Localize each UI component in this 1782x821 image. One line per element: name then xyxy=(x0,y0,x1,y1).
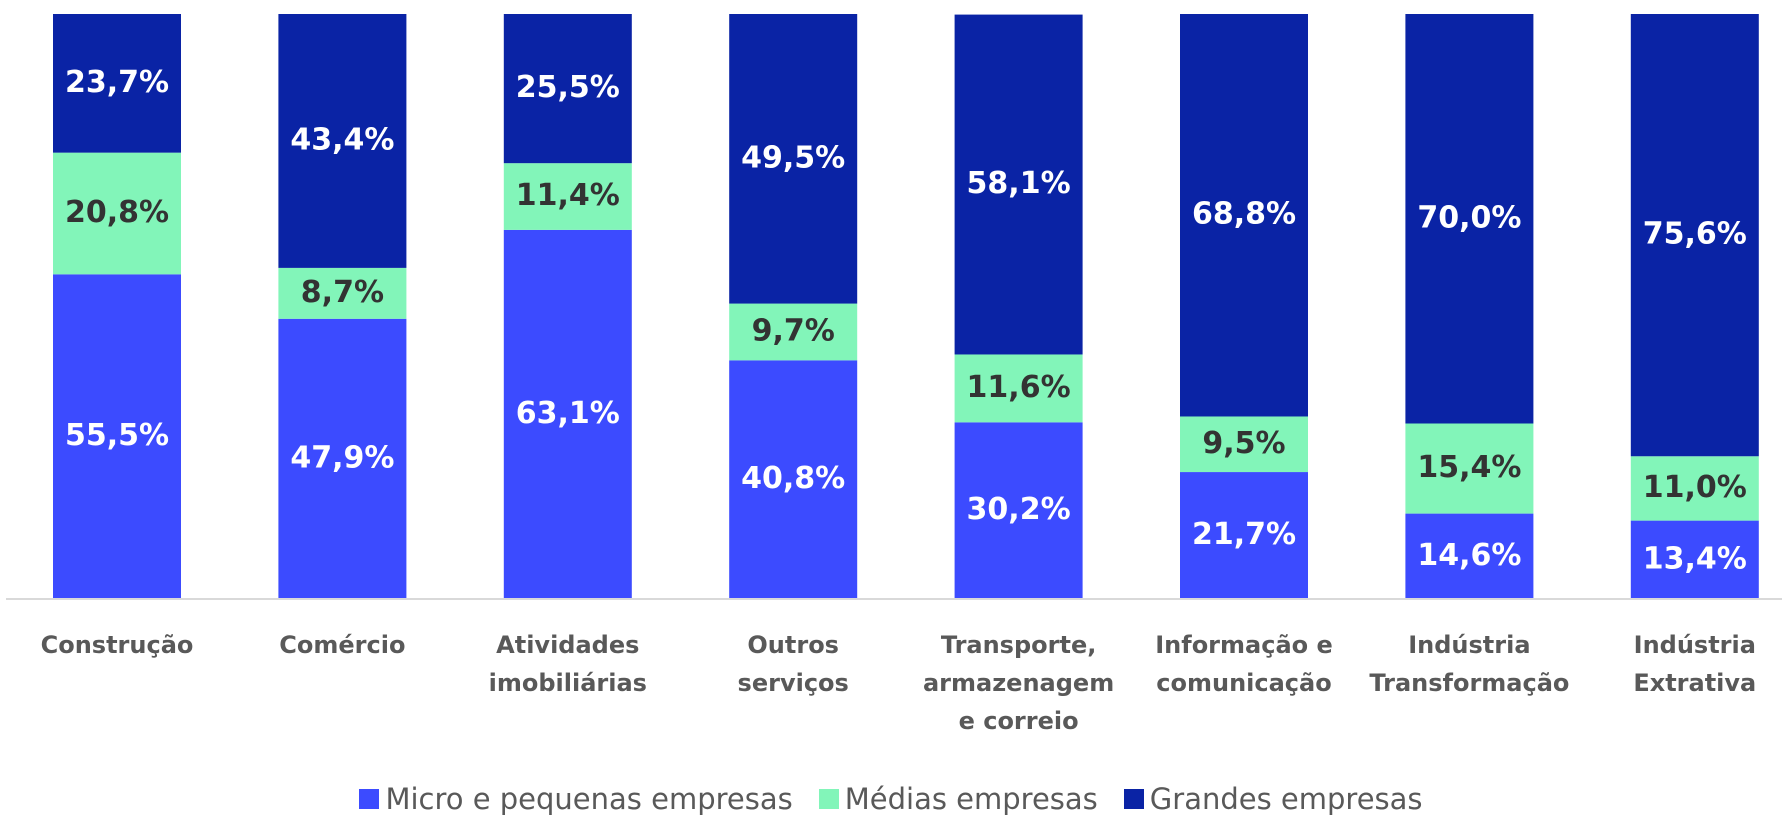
bar-segment xyxy=(53,274,181,599)
bar-segment xyxy=(1630,456,1759,521)
data-label: 30,2% xyxy=(967,492,1071,527)
data-label: 75,6% xyxy=(1643,217,1747,252)
data-label: 11,6% xyxy=(967,370,1071,405)
data-label: 68,8% xyxy=(1192,197,1296,232)
bar-segment xyxy=(1405,14,1534,424)
data-label: 23,7% xyxy=(65,65,169,100)
bar-segment xyxy=(503,14,632,164)
data-label: 20,8% xyxy=(65,195,169,230)
x-tick-label: Atividades imobiliárias xyxy=(488,631,647,697)
legend-label: Grandes empresas xyxy=(1149,782,1423,816)
legend-label: Médias empresas xyxy=(844,782,1098,816)
data-label: 14,6% xyxy=(1417,538,1521,573)
x-tick-label: Transporte, armazenagem e correio xyxy=(922,631,1115,735)
bar-segment xyxy=(954,422,1083,599)
x-tick-label: Outros serviços xyxy=(737,631,849,697)
bar-segment xyxy=(1405,423,1534,514)
data-label: 49,5% xyxy=(741,140,845,175)
legend-item: Grandes empresas xyxy=(1123,782,1423,816)
data-label: 55,5% xyxy=(65,418,169,453)
x-tick-label: Comércio xyxy=(279,631,406,659)
bar-segment xyxy=(503,229,632,600)
bar-segment xyxy=(954,14,1083,355)
legend-item: Micro e pequenas empresas xyxy=(359,782,793,816)
bar-segment xyxy=(729,14,858,304)
bar-segment xyxy=(503,163,632,230)
legend-swatch xyxy=(818,789,839,809)
data-label: 13,4% xyxy=(1643,541,1747,576)
legend-label: Micro e pequenas empresas xyxy=(385,782,793,816)
data-label: 8,7% xyxy=(301,275,384,310)
data-label: 11,4% xyxy=(516,178,620,213)
bar-segment xyxy=(53,152,181,275)
bar-segment xyxy=(278,267,407,319)
legend: Micro e pequenas empresas Médias empresas… xyxy=(0,782,1782,816)
data-label: 70,0% xyxy=(1417,200,1521,235)
x-tick-label: Indústria Transformação xyxy=(1369,631,1570,697)
bar-segment xyxy=(1180,472,1308,599)
x-tick-label: Construção xyxy=(40,631,194,659)
bar-segment xyxy=(278,318,407,599)
bar-segment xyxy=(1180,14,1308,417)
legend-swatch xyxy=(359,789,380,809)
data-label: 40,8% xyxy=(741,461,845,496)
legend-item: Médias empresas xyxy=(818,782,1098,816)
data-label: 25,5% xyxy=(516,70,620,105)
data-label: 63,1% xyxy=(516,396,620,431)
bar-segment xyxy=(729,303,858,361)
bar-segment xyxy=(1405,513,1534,599)
data-label: 47,9% xyxy=(290,440,394,475)
data-label: 9,7% xyxy=(752,313,835,348)
bar-segment xyxy=(1630,14,1759,457)
legend-swatch xyxy=(1123,789,1144,809)
data-label: 9,5% xyxy=(1202,426,1285,461)
data-label: 43,4% xyxy=(290,122,394,157)
bar-segment xyxy=(278,14,407,268)
data-label: 11,0% xyxy=(1643,470,1747,505)
bar-segment xyxy=(1180,416,1308,473)
x-tick-label: Indústria Extrativa xyxy=(1633,631,1757,697)
data-label: 21,7% xyxy=(1192,517,1296,552)
data-label: 15,4% xyxy=(1417,450,1521,485)
data-label: 58,1% xyxy=(967,166,1071,201)
bar-segment xyxy=(53,14,181,153)
x-tick-label: Informação e comunicação xyxy=(1155,631,1333,697)
bar-segment xyxy=(954,354,1083,423)
bar-segment xyxy=(729,360,858,599)
bar-segment xyxy=(1630,520,1759,599)
